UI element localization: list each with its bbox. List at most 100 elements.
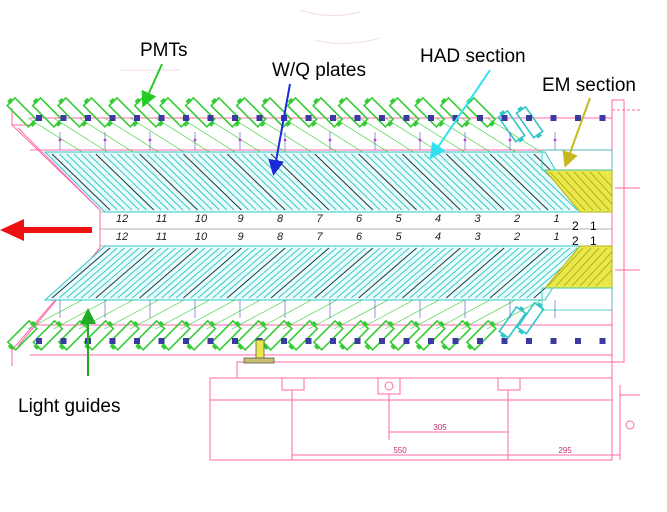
module-number-lower: 5 — [395, 231, 402, 243]
light-guide-line — [384, 117, 440, 153]
wq-plate — [475, 153, 534, 211]
pmt — [337, 96, 369, 128]
wq-plate — [365, 247, 425, 299]
readout-marker — [330, 338, 336, 344]
label-light-guides: Light guides — [18, 396, 120, 417]
support-post — [243, 339, 275, 364]
pmt — [516, 301, 545, 335]
pmt — [439, 96, 471, 128]
wq-plate — [372, 153, 432, 211]
pmt — [6, 96, 38, 128]
readout-marker — [158, 115, 165, 121]
wq-plate — [424, 247, 483, 299]
module-number-lower: 4 — [435, 231, 441, 243]
module-number-upper: 6 — [356, 213, 363, 225]
em-numbers: 2 1 2 1 — [572, 219, 597, 248]
wq-plates-arrow — [268, 83, 291, 176]
wq-plate — [168, 247, 228, 299]
module-number-lower: 6 — [356, 231, 363, 243]
support-stand — [209, 361, 640, 461]
module-number-upper: 1 — [553, 213, 559, 225]
label-had-section: HAD section — [420, 46, 526, 67]
wq-plate — [467, 247, 527, 299]
wq-plate — [329, 153, 388, 211]
annotation-arrows — [80, 63, 591, 376]
module-number-upper: 5 — [395, 213, 402, 225]
wq-plate — [504, 247, 563, 299]
wq-plate — [358, 247, 417, 299]
readout-marker — [158, 338, 165, 344]
pmt — [32, 319, 64, 351]
light-guide-line — [486, 299, 542, 330]
pmt — [363, 319, 395, 351]
wq-plate — [416, 247, 476, 299]
pmt — [57, 319, 89, 351]
wq-plate — [511, 153, 571, 211]
readout-marker — [501, 115, 508, 121]
wq-plate — [205, 247, 264, 299]
wq-plate — [117, 247, 176, 299]
module-numbers-upper: 12 11 10 9 8 7 6 5 4 3 2 1 — [116, 213, 560, 225]
em-number-bottom-2: 2 — [572, 234, 579, 248]
wq-plate — [131, 153, 191, 211]
wq-plate — [51, 153, 111, 211]
wq-plate — [263, 247, 322, 299]
wq-plate — [372, 247, 432, 299]
wq-plate — [343, 153, 403, 211]
pmt — [133, 96, 165, 128]
module-number-upper: 7 — [316, 213, 323, 225]
wq-plate — [168, 153, 228, 211]
pmts-arrow — [141, 63, 163, 108]
wq-plate — [219, 247, 279, 299]
pmt — [236, 319, 268, 351]
wq-plate — [460, 247, 520, 299]
readout-marker — [501, 338, 508, 344]
beam-direction-arrow — [0, 219, 92, 241]
wq-plate — [58, 153, 118, 211]
wq-plate — [438, 247, 498, 299]
readout-marker — [477, 338, 483, 344]
wq-plate — [132, 247, 191, 299]
light-guide-line — [461, 299, 516, 330]
wq-plate — [139, 247, 198, 299]
light-guide-line — [129, 117, 185, 153]
wq-plate — [365, 153, 425, 211]
wq-plate — [110, 153, 169, 211]
pmt-row-lower — [6, 299, 545, 351]
wq-plate — [226, 247, 286, 299]
module-number-upper: 2 — [513, 213, 520, 225]
wq-plate — [278, 247, 337, 299]
wq-plate — [351, 247, 410, 299]
light-guide-line — [333, 117, 389, 153]
label-wq-plates: W/Q plates — [272, 60, 366, 81]
readout-marker — [109, 338, 116, 344]
wq-plate — [285, 153, 344, 211]
readout-marker — [207, 115, 214, 121]
light-guide-line — [359, 299, 414, 330]
module-number-lower: 1 — [553, 231, 559, 243]
light-guide-line — [282, 299, 338, 330]
em-number-top-2: 2 — [572, 219, 579, 233]
wq-plate — [124, 247, 184, 299]
wq-plate — [431, 247, 490, 299]
light-guide-line — [53, 117, 108, 153]
module-number-lower: 11 — [156, 231, 167, 243]
wq-plate — [504, 153, 563, 211]
wq-plate — [66, 247, 125, 299]
readout-marker — [575, 115, 581, 121]
light-guide-line — [104, 117, 159, 153]
light-guide-line — [129, 299, 185, 330]
readout-marker — [428, 115, 434, 121]
module-number-lower: 2 — [513, 231, 520, 243]
module-number-upper: 9 — [237, 213, 243, 225]
light-guide-line — [155, 299, 210, 330]
wq-plate — [453, 247, 512, 299]
readout-marker — [305, 115, 312, 121]
wq-plate — [73, 247, 133, 299]
wq-plate — [270, 247, 330, 299]
wq-plate — [226, 153, 286, 211]
wq-plate — [248, 153, 308, 211]
module-number-upper: 12 — [116, 213, 128, 225]
light-guide-line — [384, 299, 440, 330]
